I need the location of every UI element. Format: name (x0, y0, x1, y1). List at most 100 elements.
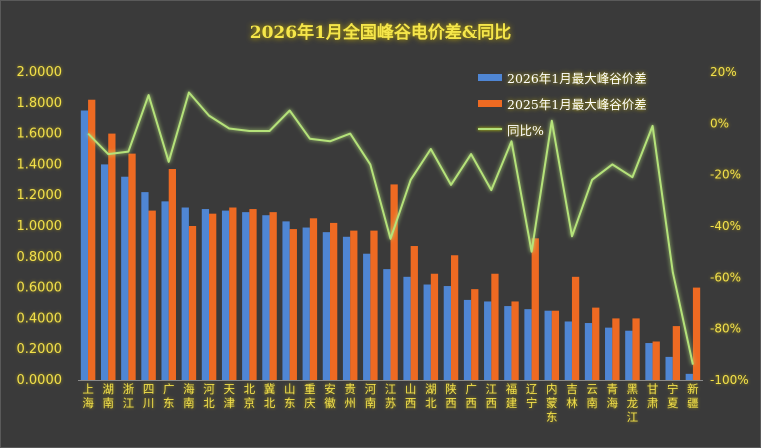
bar-2025 (108, 133, 116, 380)
bar-2025 (672, 326, 681, 380)
bar-2026 (121, 176, 129, 380)
bar-2025 (148, 210, 156, 380)
x-tick-label: 甘肃 (647, 382, 659, 410)
x-tick-label: 安徽 (324, 382, 336, 410)
bar-2025 (350, 230, 358, 380)
legend-swatch-2026 (478, 73, 502, 81)
yoy-line (87, 91, 694, 365)
x-tick-label: 海南 (183, 382, 195, 410)
y-tick-label: 1.4000 (17, 157, 63, 172)
x-tick-label: 福建 (506, 382, 518, 410)
bar-2025 (209, 213, 217, 380)
bar-2026 (221, 210, 230, 380)
bar-2025 (471, 289, 479, 380)
y-tick-label: 1.0000 (17, 219, 63, 234)
bar-2025 (531, 238, 539, 380)
x-tick-label: 冀北 (264, 382, 276, 410)
bar-2025 (450, 255, 459, 380)
y2-tick-label: -100% (710, 373, 749, 387)
bar-2025 (289, 229, 297, 380)
bar-2025 (491, 273, 499, 380)
bar-2026 (282, 221, 290, 380)
bar-2025 (188, 226, 197, 380)
bar-2025 (269, 212, 277, 380)
bar-2026 (383, 269, 391, 380)
bar-2026 (564, 321, 572, 380)
bar-2025 (652, 341, 660, 380)
legend-item-2026: 2026年1月最大峰谷价差 (478, 64, 647, 90)
x-tick-label: 上海 (82, 382, 94, 410)
bar-2026 (262, 215, 270, 380)
bar-2025 (612, 318, 620, 380)
x-tick-label: 重庆 (304, 382, 316, 410)
bar-2026 (463, 299, 472, 380)
bar-2025 (632, 318, 640, 380)
x-tick-label: 贵州 (344, 382, 356, 410)
chart-title: 2026年1月全国峰谷电价差&同比 (249, 23, 512, 43)
x-tick-label: 宁夏 (667, 382, 679, 410)
bar-2026 (625, 330, 633, 380)
bar-2026 (665, 356, 673, 380)
bar-2026 (322, 232, 331, 380)
bar-2026 (302, 227, 310, 380)
legend: 2026年1月最大峰谷价差 2025年1月最大峰谷价差 同比% (478, 64, 647, 142)
legend-item-yoy: 同比% (478, 116, 647, 142)
x-tick-label: 山东 (284, 382, 296, 410)
y-tick-label: 1.6000 (17, 127, 63, 142)
bar-2026 (403, 276, 411, 380)
legend-label-2026: 2026年1月最大峰谷价差 (507, 70, 647, 86)
bar-2026 (363, 253, 371, 380)
x-tick-label: 辽宁 (526, 382, 538, 410)
bar-2025 (410, 246, 418, 380)
legend-item-2025: 2025年1月最大峰谷价差 (478, 90, 647, 116)
x-tick-label: 青海 (607, 382, 619, 410)
bar-2026 (423, 284, 431, 380)
x-tick-label: 黑龙江 (627, 382, 639, 424)
bar-2025 (309, 218, 318, 380)
y-tick-label: 0.8000 (17, 250, 63, 265)
y2-tick-label: -20% (710, 168, 741, 182)
bar-2025 (551, 310, 560, 380)
bar-2026 (484, 301, 492, 380)
bar-2025 (330, 222, 338, 380)
bar-2025 (88, 99, 96, 380)
bar-2026 (201, 209, 210, 380)
bar-2025 (128, 153, 136, 380)
x-tick-label: 云南 (586, 382, 598, 410)
y-tick-label: 0.0000 (17, 373, 63, 388)
y2-tick-label: 20% (710, 65, 737, 79)
bar-2025 (168, 169, 176, 380)
bar-2026 (504, 306, 512, 380)
y-tick-label: 0.2000 (17, 342, 63, 357)
x-tick-label: 新疆 (687, 382, 699, 410)
bar-2026 (544, 310, 552, 380)
x-tick-label: 江苏 (385, 382, 397, 410)
legend-swatch-2025 (478, 99, 502, 107)
y-tick-label: 2.0000 (17, 65, 63, 80)
x-tick-label: 湖南 (102, 382, 114, 410)
bar-2026 (443, 286, 451, 380)
x-tick-label: 河南 (365, 382, 377, 410)
bar-2026 (342, 236, 351, 380)
x-tick-label: 湖北 (425, 382, 437, 410)
bar-2026 (181, 207, 189, 380)
y2-tick-label: 0% (710, 116, 729, 130)
bar-2025 (692, 287, 701, 380)
legend-swatch-yoy (478, 128, 502, 130)
bar-2026 (685, 373, 693, 380)
bar-2025 (571, 276, 580, 380)
x-tick-label: 天津 (223, 382, 235, 410)
bar-2025 (249, 209, 257, 380)
bar-2026 (645, 343, 653, 380)
y-tick-label: 1.2000 (17, 188, 63, 203)
bar-2025 (370, 230, 378, 380)
bar-2025 (390, 184, 398, 380)
bar-2026 (605, 327, 613, 380)
x-tick-label: 浙江 (123, 382, 135, 410)
bar-2025 (511, 301, 519, 380)
y-tick-label: 0.4000 (17, 311, 63, 326)
y2-tick-label: -80% (710, 322, 741, 336)
bar-2026 (100, 164, 109, 380)
x-tick-label: 陕西 (445, 382, 457, 410)
